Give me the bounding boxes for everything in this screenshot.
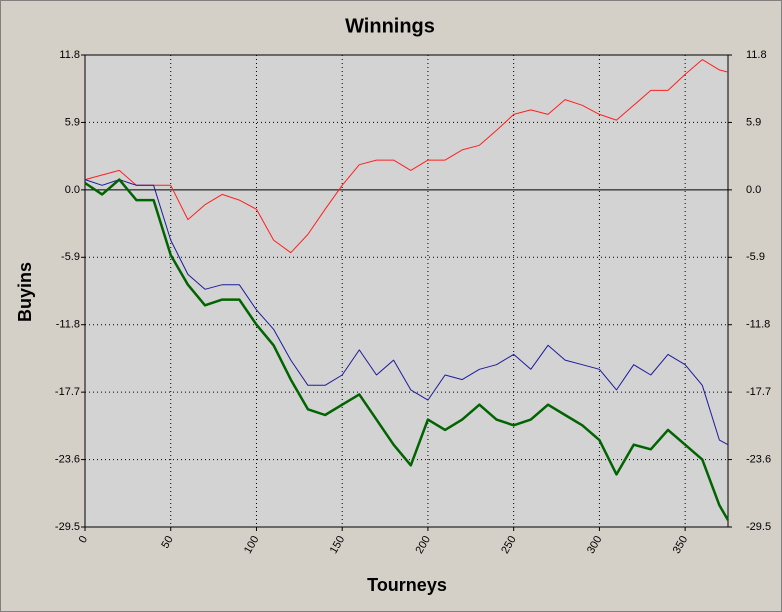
y2-tick-label: -11.8 bbox=[746, 319, 770, 331]
x-tick-label: 50 bbox=[159, 534, 176, 551]
y-tick-label: 5.9 bbox=[65, 116, 80, 128]
series-line bbox=[84, 179, 729, 446]
y-axis-title: Buyins bbox=[15, 262, 35, 322]
x-tick-label: 0 bbox=[77, 534, 90, 545]
y-tick-label: -5.9 bbox=[61, 251, 80, 263]
y-tick-label: -23.6 bbox=[55, 453, 80, 465]
y-tick-label: 0.0 bbox=[65, 184, 80, 196]
y2-tick-label: 5.9 bbox=[746, 116, 761, 128]
chart-title: Winnings bbox=[345, 15, 435, 37]
y-tick-label: -17.7 bbox=[55, 386, 80, 398]
series-line bbox=[84, 178, 730, 521]
y-tick-label: -11.8 bbox=[56, 319, 80, 331]
y2-tick-label: -29.5 bbox=[746, 521, 771, 533]
y-tick-label: 11.8 bbox=[59, 49, 80, 61]
y2-tick-label: -17.7 bbox=[746, 386, 771, 398]
y2-tick-label: 0.0 bbox=[746, 184, 761, 196]
plot-area bbox=[84, 54, 729, 528]
x-axis-title: Tourneys bbox=[367, 575, 447, 595]
y2-tick-label: -23.6 bbox=[746, 453, 771, 465]
y2-tick-label: 11.8 bbox=[746, 49, 767, 61]
y2-tick-label: -5.9 bbox=[746, 251, 765, 263]
series-line bbox=[84, 59, 729, 254]
y-tick-label: -29.5 bbox=[55, 521, 80, 533]
